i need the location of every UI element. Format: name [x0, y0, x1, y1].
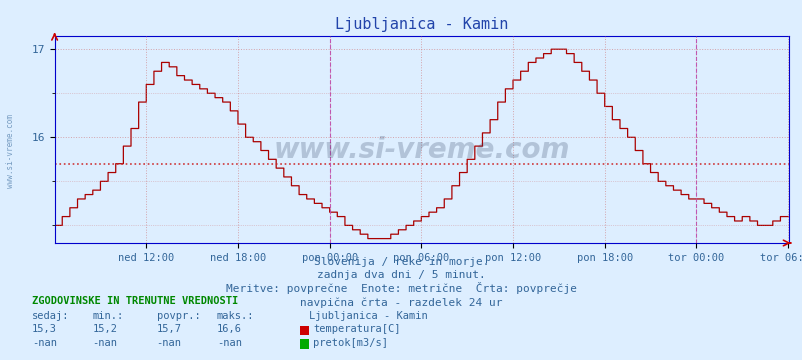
Text: -nan: -nan [217, 338, 241, 348]
Text: -nan: -nan [32, 338, 57, 348]
Text: maks.:: maks.: [217, 311, 254, 321]
Text: zadnja dva dni / 5 minut.: zadnja dva dni / 5 minut. [317, 270, 485, 280]
Text: sedaj:: sedaj: [32, 311, 70, 321]
Title: Ljubljanica - Kamin: Ljubljanica - Kamin [335, 17, 508, 32]
Text: www.si-vreme.com: www.si-vreme.com [6, 114, 15, 188]
Text: pretok[m3/s]: pretok[m3/s] [313, 338, 387, 348]
Text: min.:: min.: [92, 311, 124, 321]
Text: 15,2: 15,2 [92, 324, 117, 334]
Text: 15,3: 15,3 [32, 324, 57, 334]
Text: Meritve: povprečne  Enote: metrične  Črta: povprečje: Meritve: povprečne Enote: metrične Črta:… [225, 282, 577, 294]
Text: -nan: -nan [156, 338, 181, 348]
Text: povpr.:: povpr.: [156, 311, 200, 321]
Text: temperatura[C]: temperatura[C] [313, 324, 400, 334]
Text: navpična črta - razdelek 24 ur: navpična črta - razdelek 24 ur [300, 297, 502, 308]
Text: Slovenija / reke in morje.: Slovenija / reke in morje. [314, 257, 488, 267]
Text: ZGODOVINSKE IN TRENUTNE VREDNOSTI: ZGODOVINSKE IN TRENUTNE VREDNOSTI [32, 296, 238, 306]
Text: www.si-vreme.com: www.si-vreme.com [273, 136, 569, 164]
Text: 16,6: 16,6 [217, 324, 241, 334]
Text: -nan: -nan [92, 338, 117, 348]
Text: Ljubljanica - Kamin: Ljubljanica - Kamin [309, 311, 427, 321]
Text: 15,7: 15,7 [156, 324, 181, 334]
